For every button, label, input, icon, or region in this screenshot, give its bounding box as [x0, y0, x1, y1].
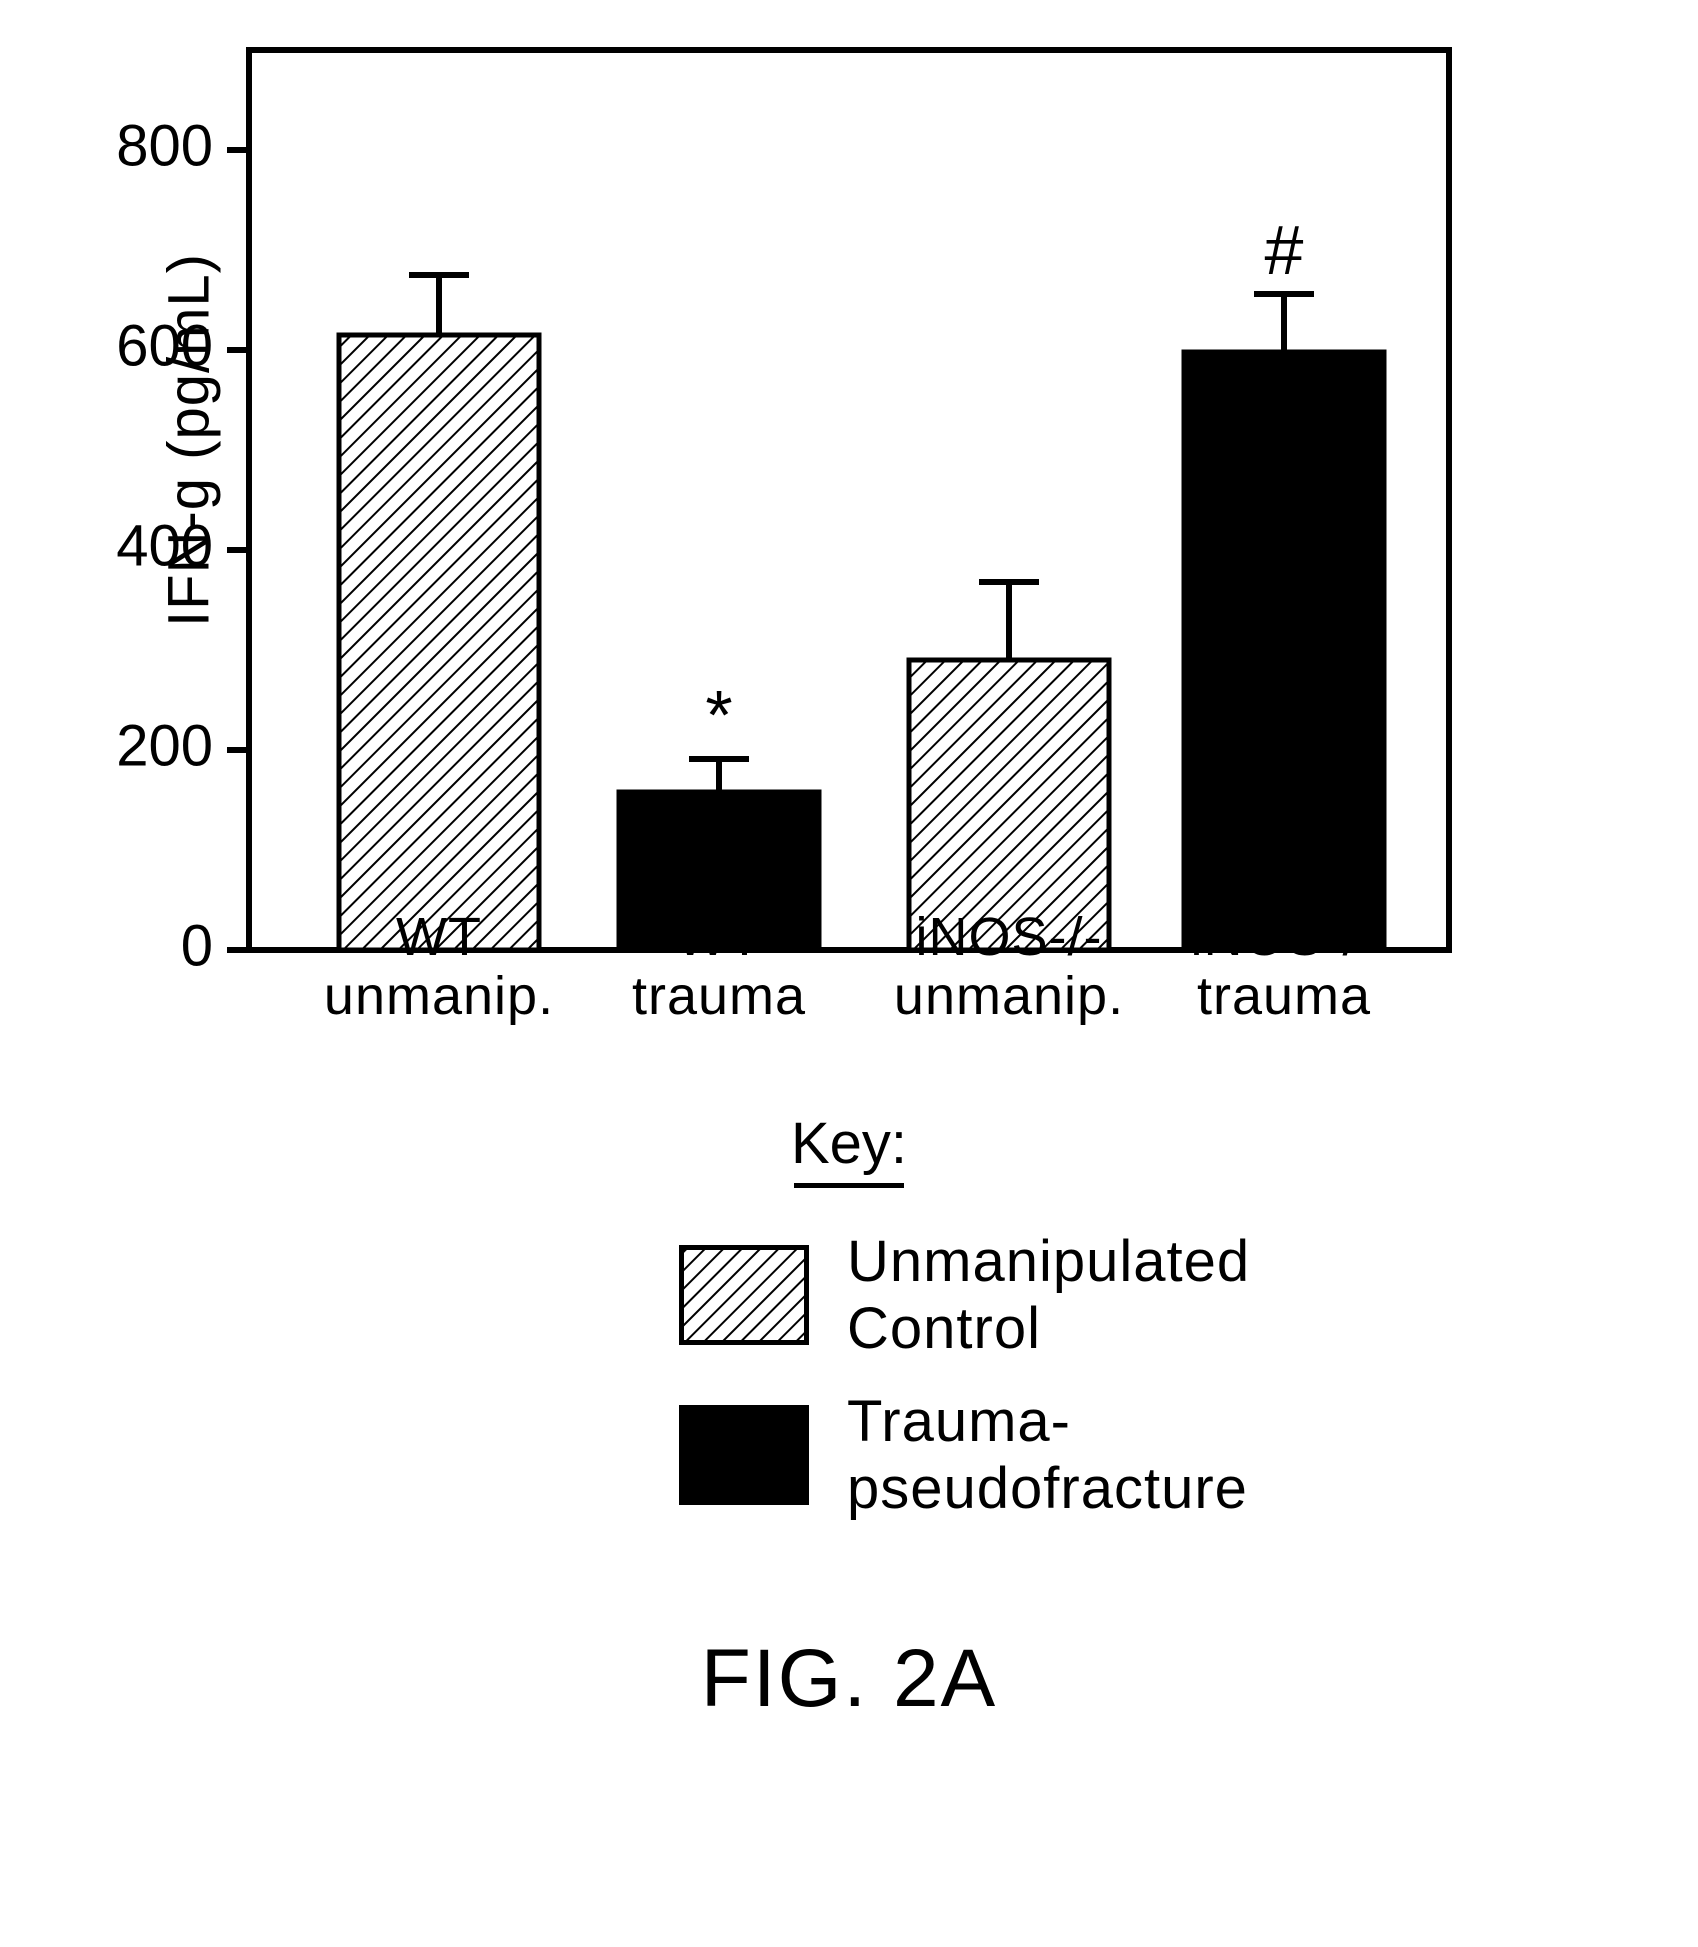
legend-title-underline — [794, 1183, 904, 1188]
chart-svg: 0200400600800 *# — [69, 0, 1509, 1010]
bar-chart: IFN-g (pg/mL) 0200400600800 *# WTunmanip… — [249, 0, 1449, 890]
legend-title: Key: — [249, 1110, 1449, 1177]
x-axis-labels: WTunmanip.WTtraumaiNOS-/-unmanip.iNOS-/-… — [249, 890, 1449, 908]
bar-inos-trauma — [1184, 352, 1384, 950]
legend-swatch-solid — [679, 1405, 809, 1505]
y-axis-label: IFN-g (pg/mL) — [156, 253, 223, 627]
svg-text:800: 800 — [116, 113, 213, 178]
legend-rows: Unmanipulated Control Trauma-pseudofractu… — [249, 1228, 1449, 1522]
x-label-wt-unmanip: WTunmanip. — [309, 908, 569, 1027]
annotation-inos-trauma: # — [1265, 211, 1304, 289]
bars-group: *# — [339, 211, 1384, 950]
annotation-wt-trauma: * — [705, 676, 732, 754]
svg-text:0: 0 — [181, 913, 213, 978]
figure-container: IFN-g (pg/mL) 0200400600800 *# WTunmanip… — [149, 50, 1549, 1726]
legend-label: Trauma-pseudofracture — [847, 1388, 1449, 1522]
legend-item-hatch: Unmanipulated Control — [679, 1228, 1449, 1362]
x-label-inos-unmanip: iNOS-/-unmanip. — [879, 908, 1139, 1027]
legend-swatch-hatch — [679, 1245, 809, 1345]
svg-text:200: 200 — [116, 713, 213, 778]
x-label-wt-trauma: WTtrauma — [589, 908, 849, 1027]
legend-label: Unmanipulated Control — [847, 1228, 1449, 1362]
bar-wt-unmanip — [339, 335, 539, 950]
x-label-inos-trauma: iNOS-/-trauma — [1154, 908, 1414, 1027]
figure-caption: FIG. 2A — [149, 1632, 1549, 1726]
legend-item-solid: Trauma-pseudofracture — [679, 1388, 1449, 1522]
legend: Key: Unmanipulated Control Trauma-pseudof… — [249, 1110, 1449, 1522]
